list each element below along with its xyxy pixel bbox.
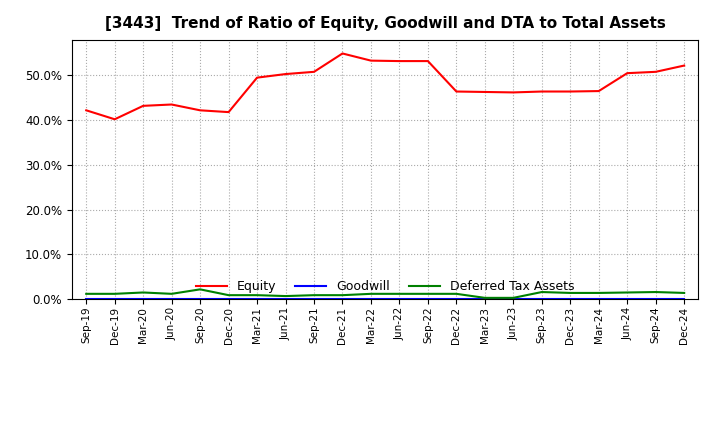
Goodwill [167,297,176,302]
Deferred Tax Assets [366,291,375,297]
Goodwill [82,297,91,302]
Goodwill [110,297,119,302]
Goodwill [680,297,688,302]
Equity [509,90,518,95]
Equity [652,69,660,74]
Deferred Tax Assets [110,291,119,297]
Equity [623,70,631,76]
Goodwill [139,297,148,302]
Deferred Tax Assets [338,293,347,298]
Goodwill [196,297,204,302]
Equity [110,117,119,122]
Equity [167,102,176,107]
Goodwill [509,297,518,302]
Deferred Tax Assets [452,291,461,297]
Line: Equity: Equity [86,54,684,119]
Equity [480,89,489,95]
Deferred Tax Assets [167,291,176,297]
Goodwill [423,297,432,302]
Goodwill [366,297,375,302]
Deferred Tax Assets [480,295,489,301]
Goodwill [338,297,347,302]
Equity [680,63,688,68]
Goodwill [225,297,233,302]
Equity [282,71,290,77]
Goodwill [537,297,546,302]
Deferred Tax Assets [595,290,603,296]
Deferred Tax Assets [196,287,204,292]
Equity [395,59,404,64]
Equity [595,88,603,94]
Goodwill [395,297,404,302]
Deferred Tax Assets [537,290,546,295]
Deferred Tax Assets [509,295,518,301]
Deferred Tax Assets [82,291,91,297]
Deferred Tax Assets [623,290,631,295]
Equity [196,108,204,113]
Line: Deferred Tax Assets: Deferred Tax Assets [86,290,684,298]
Goodwill [310,297,318,302]
Goodwill [452,297,461,302]
Deferred Tax Assets [139,290,148,295]
Goodwill [480,297,489,302]
Deferred Tax Assets [282,293,290,299]
Goodwill [623,297,631,302]
Deferred Tax Assets [310,293,318,298]
Equity [139,103,148,109]
Deferred Tax Assets [225,293,233,298]
Equity [423,59,432,64]
Legend: Equity, Goodwill, Deferred Tax Assets: Equity, Goodwill, Deferred Tax Assets [191,275,580,298]
Deferred Tax Assets [566,290,575,296]
Equity [82,108,91,113]
Goodwill [282,297,290,302]
Equity [452,89,461,94]
Equity [253,75,261,80]
Deferred Tax Assets [395,291,404,297]
Deferred Tax Assets [253,293,261,298]
Equity [366,58,375,63]
Goodwill [595,297,603,302]
Deferred Tax Assets [652,290,660,295]
Goodwill [253,297,261,302]
Deferred Tax Assets [680,290,688,296]
Goodwill [652,297,660,302]
Title: [3443]  Trend of Ratio of Equity, Goodwill and DTA to Total Assets: [3443] Trend of Ratio of Equity, Goodwil… [105,16,665,32]
Equity [537,89,546,94]
Deferred Tax Assets [423,291,432,297]
Equity [310,69,318,74]
Goodwill [566,297,575,302]
Equity [338,51,347,56]
Equity [566,89,575,94]
Equity [225,110,233,115]
